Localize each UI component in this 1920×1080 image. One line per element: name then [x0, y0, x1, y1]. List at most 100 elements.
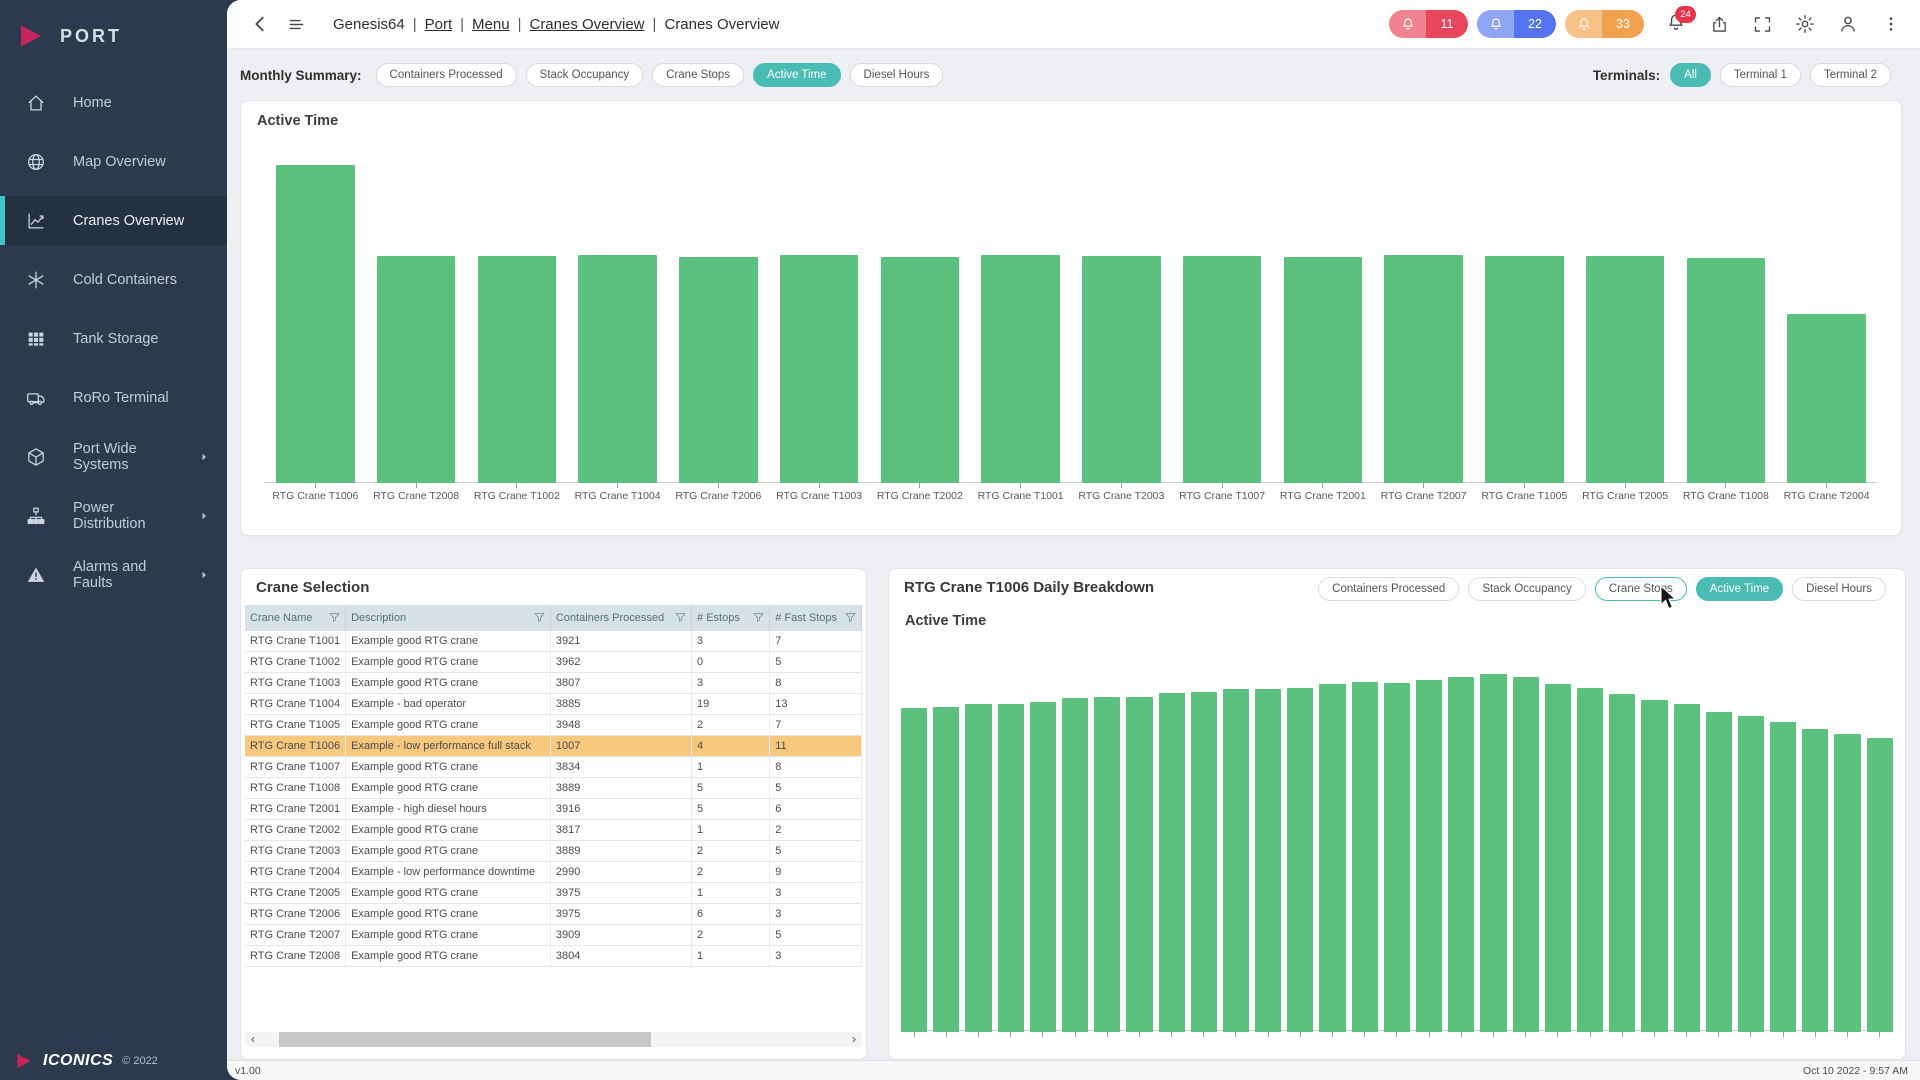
table-row-rtg-crane-t1002[interactable]: RTG Crane T1002 Example good RTG crane 396… [245, 651, 862, 673]
daily-chip-crane-stops[interactable]: Crane Stops [1594, 577, 1687, 601]
daily-chip-stack-occupancy[interactable]: Stack Occupancy [1468, 577, 1586, 601]
monthly-bar-rtg-crane-t1006[interactable] [276, 165, 355, 483]
kebab-menu-icon[interactable] [1880, 13, 1902, 35]
terminal-chip-all[interactable]: All [1670, 63, 1711, 87]
notifications-bell-icon[interactable]: 24 [1665, 6, 1696, 35]
daily-bar-day-28[interactable] [1770, 722, 1797, 1032]
filter-icon[interactable] [844, 611, 857, 624]
daily-bar-day-23[interactable] [1609, 694, 1636, 1032]
sidebar-item-roro-terminal[interactable]: RoRo Terminal [0, 373, 227, 422]
summary-chip-active-time[interactable]: Active Time [753, 63, 841, 87]
daily-chip-diesel-hours[interactable]: Diesel Hours [1792, 577, 1886, 601]
daily-bar-day-16[interactable] [1383, 683, 1410, 1032]
column-header-estops[interactable]: # Estops [691, 605, 771, 631]
sidebar-item-cranes-overview[interactable]: Cranes Overview [0, 196, 227, 245]
terminal-chip-terminal-2[interactable]: Terminal 2 [1809, 63, 1891, 87]
table-row-rtg-crane-t1007[interactable]: RTG Crane T1007 Example good RTG crane 383… [245, 756, 862, 778]
monthly-bar-rtg-crane-t1005[interactable] [1485, 256, 1564, 483]
sidebar-item-cold-containers[interactable]: Cold Containers [0, 255, 227, 304]
table-row-rtg-crane-t1003[interactable]: RTG Crane T1003 Example good RTG crane 380… [245, 672, 862, 694]
daily-bar-day-19[interactable] [1480, 674, 1507, 1032]
monthly-bar-rtg-crane-t1001[interactable] [981, 255, 1060, 483]
monthly-bar-rtg-crane-t2004[interactable] [1787, 314, 1866, 483]
scroll-right-icon[interactable]: › [852, 1032, 856, 1046]
table-row-rtg-crane-t1005[interactable]: RTG Crane T1005 Example good RTG crane 394… [245, 714, 862, 736]
daily-bar-day-20[interactable] [1512, 677, 1539, 1032]
menu-icon[interactable] [285, 13, 307, 35]
daily-bar-day-12[interactable] [1255, 689, 1282, 1032]
daily-bar-day-24[interactable] [1641, 700, 1668, 1032]
sidebar-item-port-wide-systems[interactable]: Port Wide Systems [0, 432, 227, 481]
sidebar-item-power-distribution[interactable]: Power Distribution [0, 491, 227, 540]
sidebar-item-home[interactable]: Home [0, 78, 227, 127]
breadcrumb-menu-link[interactable]: Menu [472, 15, 510, 33]
daily-bar-day-13[interactable] [1287, 688, 1314, 1032]
column-header-fast-stops[interactable]: # Fast Stops [769, 605, 862, 631]
sidebar-item-tank-storage[interactable]: Tank Storage [0, 314, 227, 363]
monthly-bar-rtg-crane-t2006[interactable] [679, 257, 758, 483]
daily-bar-day-26[interactable] [1705, 712, 1732, 1032]
table-row-rtg-crane-t2003[interactable]: RTG Crane T2003 Example good RTG crane 388… [245, 840, 862, 862]
table-row-rtg-crane-t1001[interactable]: RTG Crane T1001 Example good RTG crane 392… [245, 631, 862, 652]
daily-bar-day-1[interactable] [901, 708, 928, 1032]
sidebar-item-alarms-and-faults[interactable]: Alarms and Faults [0, 550, 227, 599]
user-icon[interactable] [1837, 13, 1859, 35]
table-row-rtg-crane-t2006[interactable]: RTG Crane T2006 Example good RTG crane 397… [245, 903, 862, 925]
monthly-bar-rtg-crane-t2008[interactable] [376, 256, 456, 483]
monthly-bar-rtg-crane-t2001[interactable] [1283, 257, 1363, 483]
breadcrumb-cranes-overview-link[interactable]: Cranes Overview [529, 15, 645, 33]
daily-bar-day-6[interactable] [1061, 698, 1089, 1032]
monthly-bar-rtg-crane-t1002[interactable] [477, 256, 557, 483]
monthly-bar-rtg-crane-t1004[interactable] [578, 255, 657, 483]
summary-chip-containers-processed[interactable]: Containers Processed [375, 63, 517, 87]
daily-bar-day-17[interactable] [1416, 680, 1443, 1032]
table-row-rtg-crane-t2001[interactable]: RTG Crane T2001 Example - high diesel hou… [245, 798, 862, 820]
blue-alarm-pill[interactable]: 22 [1477, 10, 1556, 38]
daily-bar-day-2[interactable] [933, 707, 960, 1032]
summary-chip-diesel-hours[interactable]: Diesel Hours [849, 63, 944, 87]
daily-bar-day-7[interactable] [1094, 697, 1121, 1032]
monthly-bar-rtg-crane-t2007[interactable] [1384, 255, 1463, 483]
breadcrumb-port-link[interactable]: Port [424, 15, 453, 33]
filter-icon[interactable] [674, 611, 687, 624]
daily-bar-day-29[interactable] [1802, 729, 1829, 1032]
scroll-left-icon[interactable]: ‹ [251, 1032, 255, 1046]
table-row-rtg-crane-t1008[interactable]: RTG Crane T1008 Example good RTG crane 388… [245, 777, 862, 799]
daily-bar-day-3[interactable] [965, 704, 992, 1032]
daily-bar-day-11[interactable] [1222, 689, 1250, 1032]
table-row-rtg-crane-t2005[interactable]: RTG Crane T2005 Example good RTG crane 397… [245, 882, 862, 904]
table-row-rtg-crane-t2004[interactable]: RTG Crane T2004 Example - low performance… [245, 861, 862, 883]
daily-bar-day-9[interactable] [1158, 693, 1185, 1032]
monthly-bar-rtg-crane-t2003[interactable] [1082, 256, 1161, 483]
filter-icon[interactable] [533, 611, 546, 624]
daily-bar-day-31[interactable] [1866, 738, 1893, 1032]
filter-icon[interactable] [752, 611, 765, 624]
daily-bar-day-14[interactable] [1319, 684, 1346, 1032]
daily-bar-day-15[interactable] [1351, 682, 1378, 1032]
monthly-bar-rtg-crane-t1007[interactable] [1182, 256, 1262, 483]
scrollbar-thumb[interactable] [279, 1032, 651, 1047]
daily-bar-day-27[interactable] [1737, 716, 1765, 1032]
filter-icon[interactable] [328, 611, 341, 624]
table-horizontal-scrollbar[interactable]: ‹ › [245, 1032, 862, 1047]
summary-chip-crane-stops[interactable]: Crane Stops [652, 63, 745, 87]
table-row-rtg-crane-t2008[interactable]: RTG Crane T2008 Example good RTG crane 380… [245, 945, 862, 967]
back-icon[interactable] [249, 13, 271, 35]
sidebar-item-map-overview[interactable]: Map Overview [0, 137, 227, 186]
gear-icon[interactable] [1794, 13, 1816, 35]
monthly-bar-rtg-crane-t2005[interactable] [1585, 256, 1665, 483]
orange-alarm-pill[interactable]: 33 [1565, 10, 1644, 38]
monthly-bar-rtg-crane-t2002[interactable] [880, 257, 960, 483]
daily-bar-day-30[interactable] [1834, 734, 1861, 1032]
daily-bar-day-8[interactable] [1126, 697, 1153, 1032]
column-header-description[interactable]: Description [345, 605, 551, 631]
summary-chip-stack-occupancy[interactable]: Stack Occupancy [525, 63, 644, 87]
table-row-rtg-crane-t2007[interactable]: RTG Crane T2007 Example good RTG crane 390… [245, 924, 862, 946]
share-icon[interactable] [1708, 13, 1730, 35]
scrollbar-track[interactable] [261, 1032, 846, 1047]
daily-chip-containers-processed[interactable]: Containers Processed [1318, 577, 1460, 601]
column-header-containers-processed[interactable]: Containers Processed [550, 605, 693, 631]
monthly-bar-rtg-crane-t1003[interactable] [779, 255, 859, 483]
fullscreen-icon[interactable] [1751, 13, 1773, 35]
daily-bar-day-18[interactable] [1448, 677, 1475, 1032]
